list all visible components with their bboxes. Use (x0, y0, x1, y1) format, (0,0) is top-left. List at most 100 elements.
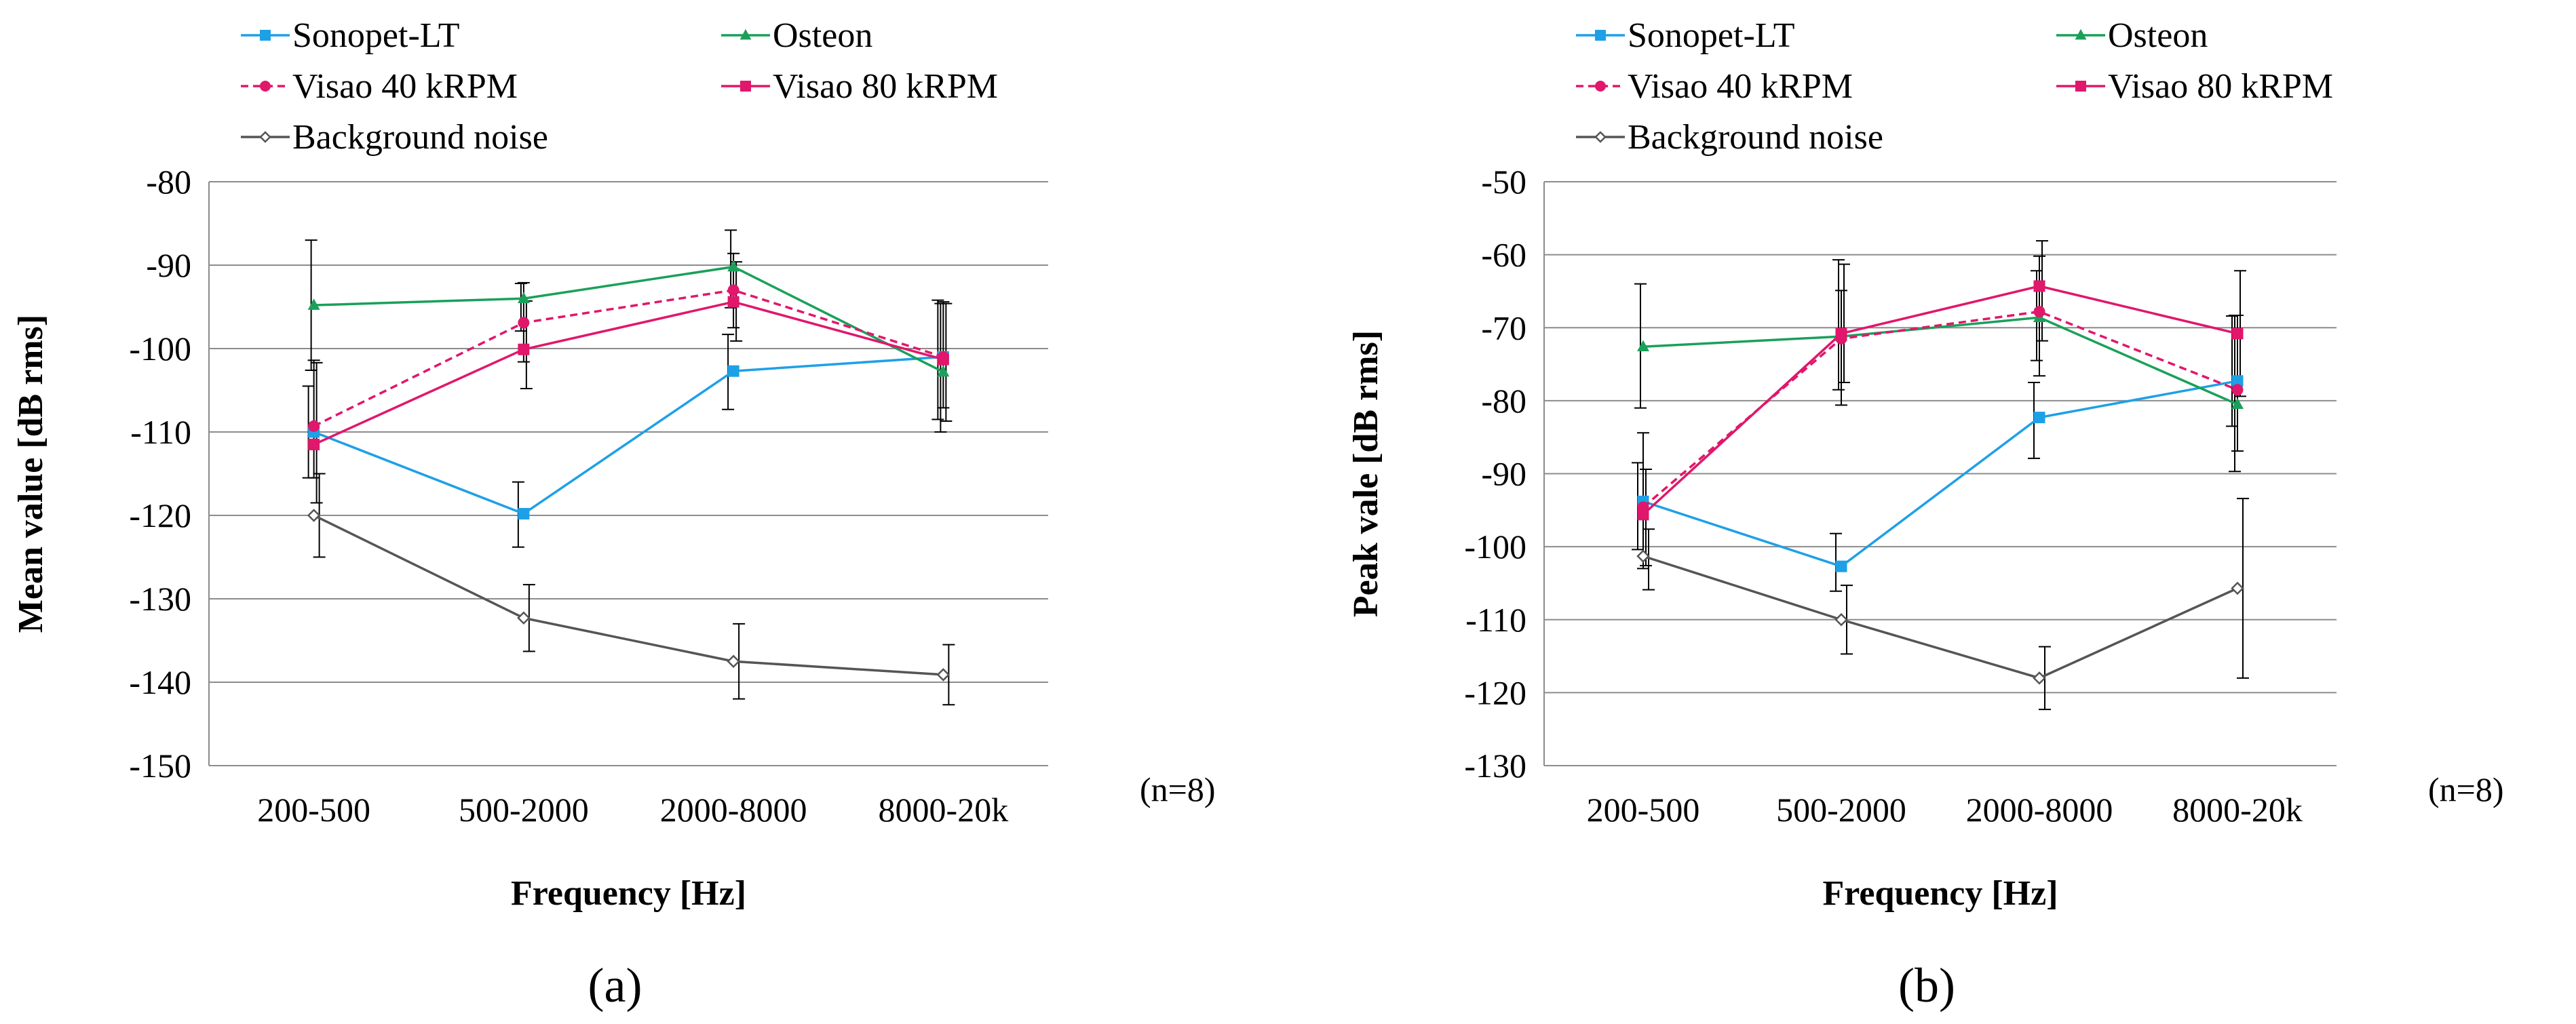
legend-label: Visao 80 kRPM (773, 67, 998, 106)
error-bar (1838, 263, 1850, 383)
legend-marker (2075, 28, 2087, 40)
data-point (307, 298, 320, 310)
legend-item: Visao 80 kRPM (2056, 67, 2333, 106)
data-point (2033, 306, 2045, 318)
y-tick-label: -140 (129, 663, 191, 701)
legend-marker (260, 81, 271, 92)
legend-item: Visao 40 kRPM (241, 67, 518, 106)
data-point (1834, 612, 1848, 627)
data-point (727, 365, 739, 377)
series-visao-80-krpm (308, 296, 949, 450)
legend-item: Visao 40 kRPM (1576, 67, 1853, 106)
x-axis-title: Frequency [Hz] (511, 874, 746, 913)
data-point (2231, 581, 2244, 595)
y-tick-label: -80 (1481, 382, 1526, 420)
data-point (1835, 560, 1847, 572)
series-line (313, 265, 944, 374)
series-sonopet-lt (308, 351, 949, 520)
series-line (313, 289, 944, 427)
data-point (308, 438, 320, 450)
y-tick-label: -100 (1464, 528, 1526, 566)
x-tick-label: 500-2000 (1776, 791, 1906, 829)
data-point (937, 353, 949, 366)
y-tick-label: -100 (129, 330, 191, 368)
data-point (2033, 412, 2045, 424)
y-tick-label: -50 (1481, 163, 1526, 201)
y-tick-label: -130 (1464, 747, 1526, 785)
y-tick-label: -70 (1481, 309, 1526, 347)
y-tick-label: -110 (130, 413, 191, 451)
legend-item: Osteon (721, 16, 872, 55)
data-point (518, 317, 530, 329)
series-sonopet-lt (1637, 375, 2244, 572)
legend-item: Osteon (2056, 16, 2208, 55)
legend-marker (260, 30, 271, 41)
legend-label: Osteon (2108, 16, 2208, 55)
legend-label: Sonopet-LT (1628, 16, 1795, 55)
x-tick-label: 8000-20k (2172, 791, 2303, 829)
legend-marker (1595, 30, 1606, 41)
data-point (727, 654, 740, 669)
series-background-noise (1636, 549, 2244, 685)
data-point (936, 668, 950, 682)
data-point (1637, 340, 1649, 352)
error-bar (307, 359, 320, 479)
series-visao-40-krpm (308, 284, 949, 432)
legend-label: Visao 80 kRPM (2108, 67, 2333, 106)
legend-marker (740, 81, 751, 92)
y-tick-label: -90 (1481, 455, 1526, 493)
data-point (517, 611, 531, 625)
x-tick-label: 2000-8000 (1966, 791, 2113, 829)
data-point (308, 420, 320, 432)
series-line (313, 355, 944, 515)
legend-marker (2075, 81, 2086, 92)
error-bar (1835, 290, 1847, 406)
legend-label: Osteon (773, 16, 872, 55)
y-axis-title: Mean value [dB rms] (12, 315, 50, 633)
error-bar (1642, 528, 1655, 591)
series-background-noise (307, 509, 950, 682)
data-point (2231, 384, 2244, 396)
legend-item: Background noise (1576, 118, 1883, 157)
legend: Sonopet-LT Osteon Visao 40 kRPM Visao 80 kR… (1576, 16, 2333, 157)
series-osteon (307, 260, 950, 377)
data-point (2033, 280, 2045, 292)
series-visao-80-krpm (1637, 280, 2244, 521)
panel-label: (b) (1898, 958, 1955, 1012)
y-axis-title: Peak vale [dB rms] (1347, 330, 1385, 617)
y-tick-label: -150 (129, 747, 191, 785)
x-axis-title: Frequency [Hz] (1822, 874, 2058, 913)
sample-size-annotation: (n=8) (2428, 770, 2504, 808)
series-line (1642, 316, 2238, 406)
data-point (518, 508, 530, 520)
legend-label: Visao 40 kRPM (1628, 67, 1853, 106)
legend-label: Visao 40 kRPM (292, 67, 518, 106)
legend-marker (1594, 131, 1607, 143)
x-tick-label: 8000-20k (879, 791, 1009, 829)
data-point (1835, 328, 1847, 340)
data-point (1637, 509, 1649, 521)
legend-label: Sonopet-LT (292, 16, 460, 55)
data-point (727, 260, 740, 272)
data-point (2231, 397, 2244, 410)
series-line (313, 300, 944, 446)
x-tick-label: 2000-8000 (660, 791, 807, 829)
legend-label: Background noise (1628, 118, 1883, 157)
data-point (2231, 375, 2244, 387)
series-line (1642, 310, 2238, 509)
panel-label: (a) (588, 958, 642, 1012)
y-tick-label: -130 (129, 580, 191, 618)
data-point (518, 343, 530, 355)
legend-item: Sonopet-LT (1576, 16, 1795, 55)
y-tick-label: -120 (1464, 673, 1526, 711)
data-point (517, 292, 530, 303)
data-point (2033, 671, 2046, 685)
panel-b: -50 -60 -70 -80 -90 -100 -110 -120 -130 200-500 50… (1347, 16, 2504, 1012)
data-point (307, 509, 321, 522)
series-line (1642, 380, 2238, 568)
y-tick-label: -60 (1481, 236, 1526, 274)
legend-marker (739, 28, 752, 40)
series-visao-40-krpm (1637, 306, 2244, 513)
legend: Sonopet-LT Osteon Visao 40 kRPM Visao 80 kR… (241, 16, 998, 157)
